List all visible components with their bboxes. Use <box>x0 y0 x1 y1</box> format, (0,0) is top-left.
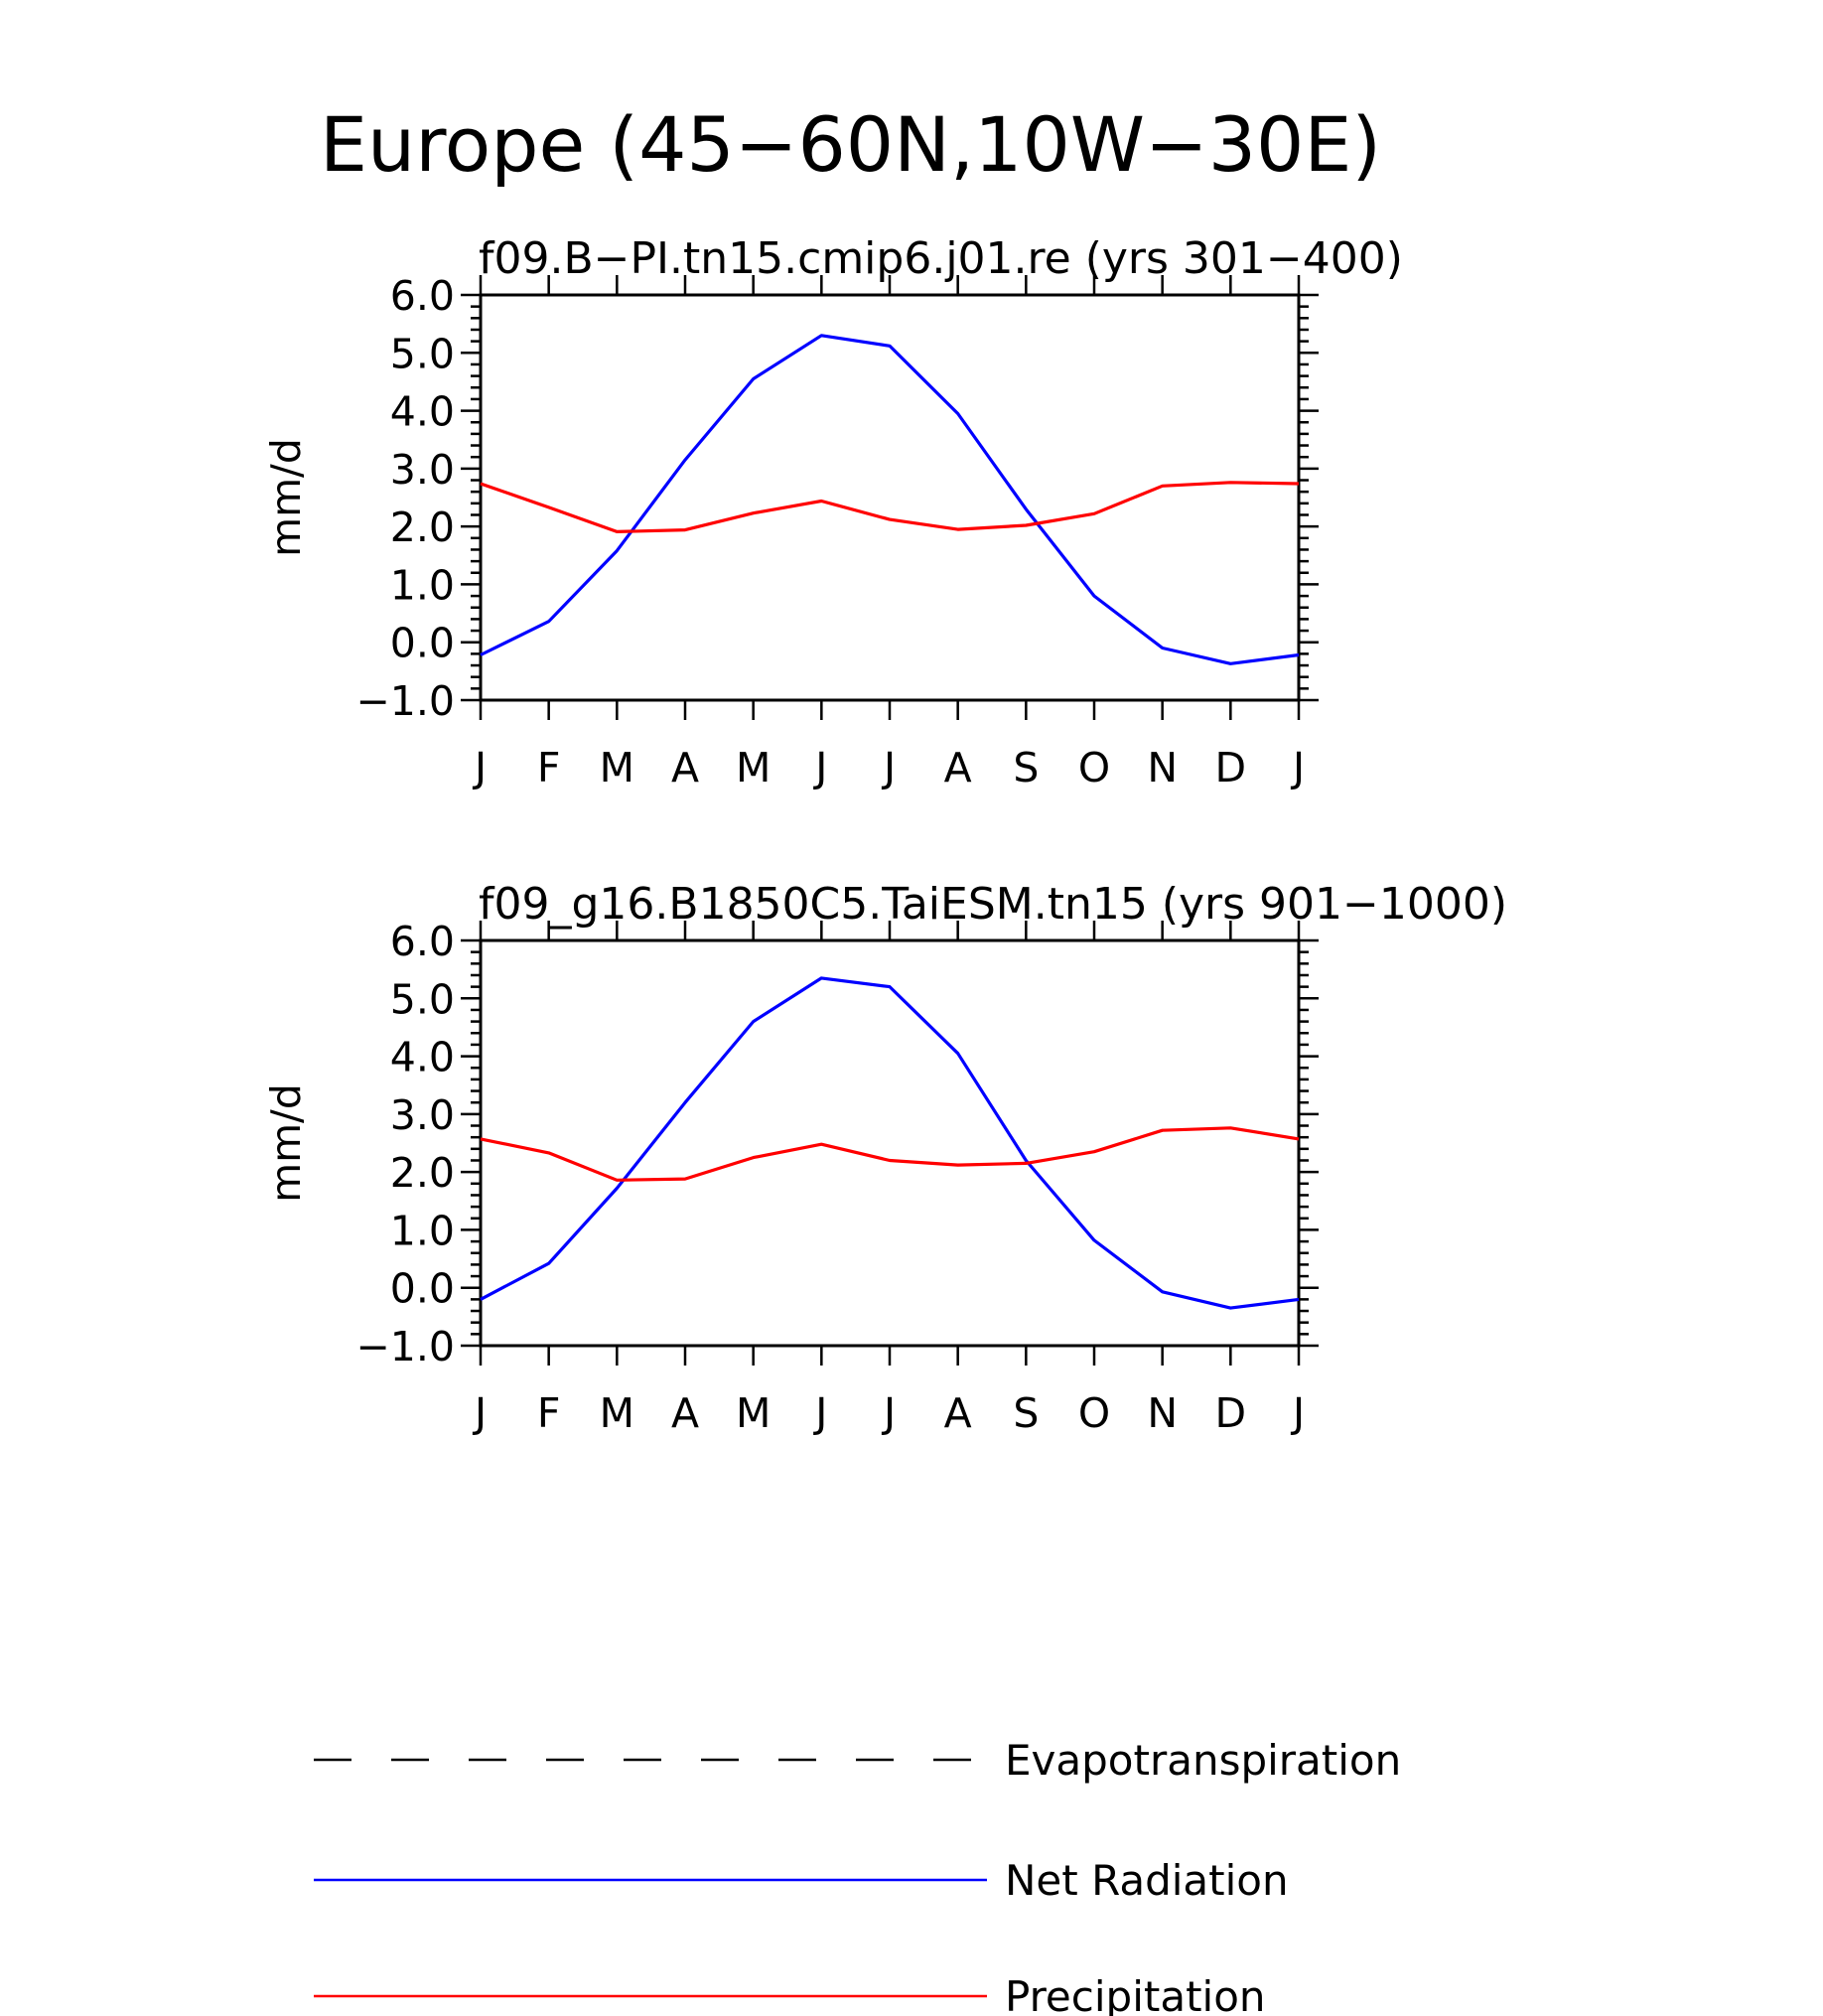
x-tick-label: O <box>1078 744 1110 792</box>
legend-label-precipitation: Precipitation <box>1005 1972 1266 2016</box>
y-tick-label: 2.0 <box>390 1149 455 1197</box>
x-tick-label: J <box>1290 1389 1305 1437</box>
y-tick-label: 1.0 <box>390 561 455 609</box>
y-tick-label: 6.0 <box>390 272 455 320</box>
y-tick-label: 5.0 <box>390 975 455 1023</box>
x-tick-label: J <box>881 744 896 792</box>
y-tick-label: 3.0 <box>390 1091 455 1139</box>
legend-label-evapotranspiration: Evapotranspiration <box>1005 1736 1401 1785</box>
series-line-precipitation <box>480 481 1300 534</box>
y-tick-label: 5.0 <box>390 330 455 377</box>
x-tick-label: M <box>736 744 771 792</box>
x-tick-label: J <box>881 1389 896 1437</box>
x-tick-label: M <box>600 744 634 792</box>
x-tick-label: J <box>472 744 487 792</box>
y-tick-label: 6.0 <box>390 918 455 965</box>
panel-title: f09_g16.B1850C5.TaiESM.tn15 (yrs 901−100… <box>479 879 1507 930</box>
x-tick-label: A <box>944 744 972 792</box>
x-tick-label: M <box>600 1389 634 1437</box>
x-tick-label: N <box>1147 744 1178 792</box>
x-tick-label: N <box>1147 1389 1178 1437</box>
x-tick-label: F <box>537 1389 561 1437</box>
panel-bottom: f09_g16.B1850C5.TaiESM.tn15 (yrs 901−100… <box>262 879 1507 1437</box>
x-tick-label: D <box>1215 1389 1247 1437</box>
x-tick-label: A <box>944 1389 972 1437</box>
x-tick-label: J <box>812 744 827 792</box>
legend: Evapotranspiration Net Radiation Precipita… <box>314 1736 1401 2016</box>
plot-frame <box>479 293 1301 702</box>
y-tick-label: 0.0 <box>390 1265 455 1313</box>
y-tick-label: 1.0 <box>390 1207 455 1254</box>
y-tick-label: 3.0 <box>390 446 455 494</box>
panel-title: f09.B−PI.tn15.cmip6.j01.re (yrs 301−400) <box>479 233 1403 284</box>
y-tick-label: −1.0 <box>355 1323 455 1370</box>
x-tick-label: D <box>1215 744 1247 792</box>
x-tick-label: J <box>472 1389 487 1437</box>
y-tick-label: 4.0 <box>390 388 455 436</box>
series-line-precipitation <box>480 1126 1300 1182</box>
y-tick-label: 2.0 <box>390 504 455 551</box>
plot-frame <box>479 938 1301 1348</box>
x-tick-label: S <box>1013 1389 1039 1437</box>
series-line-net-radiation <box>480 976 1300 1310</box>
y-axis-label: mm/d <box>262 1083 310 1203</box>
series-line-net-radiation <box>480 334 1300 665</box>
main-title: Europe (45−60N,10W−30E) <box>320 100 1381 189</box>
x-tick-label: J <box>812 1389 827 1437</box>
x-tick-label: A <box>671 1389 699 1437</box>
x-tick-label: A <box>671 744 699 792</box>
y-tick-label: −1.0 <box>355 677 455 725</box>
x-tick-label: J <box>1290 744 1305 792</box>
y-tick-label: 4.0 <box>390 1034 455 1081</box>
x-tick-label: M <box>736 1389 771 1437</box>
x-tick-label: F <box>537 744 561 792</box>
y-axis-label: mm/d <box>262 438 310 557</box>
panel-top: f09.B−PI.tn15.cmip6.j01.re (yrs 301−400)… <box>262 233 1403 792</box>
x-tick-label: S <box>1013 744 1039 792</box>
y-tick-label: 0.0 <box>390 620 455 667</box>
x-tick-label: O <box>1078 1389 1110 1437</box>
legend-label-net-radiation: Net Radiation <box>1005 1856 1289 1905</box>
